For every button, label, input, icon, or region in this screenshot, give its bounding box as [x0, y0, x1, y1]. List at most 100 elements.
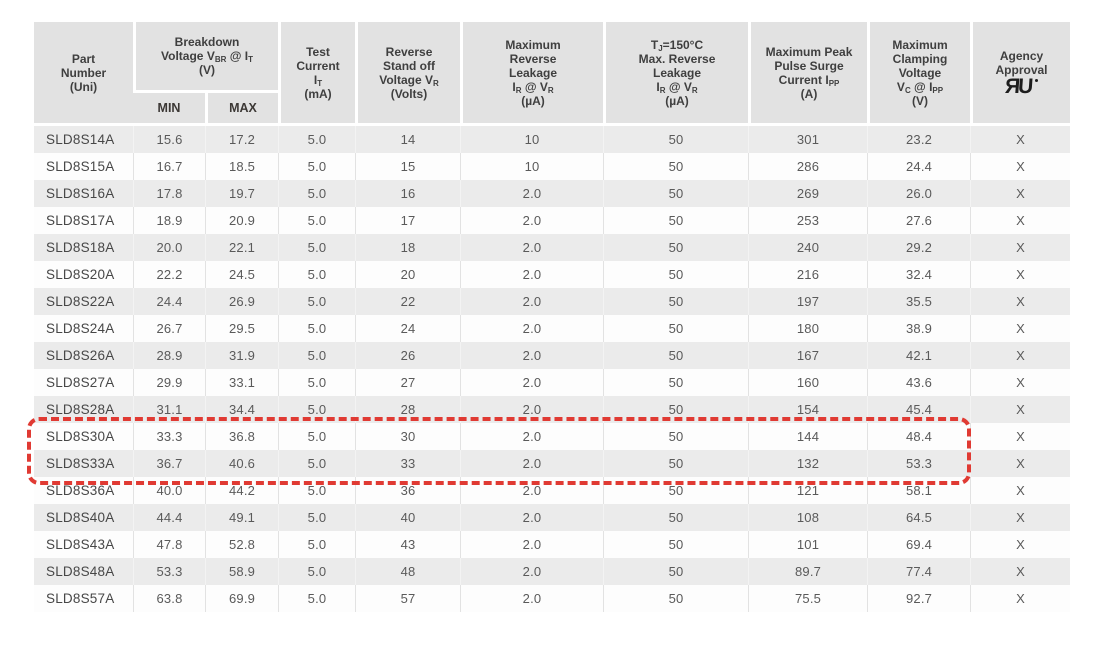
cell-surge: 269 [748, 180, 868, 207]
cell-clamp: 43.6 [867, 369, 971, 396]
cell-test: 5.0 [278, 315, 356, 342]
cell-standoff: 28 [355, 396, 461, 423]
cell-standoff: 14 [355, 126, 461, 153]
col-header-test-current: Test Current IT (mA) [278, 22, 356, 126]
col-header-max: MAX [205, 93, 279, 126]
cell-surge: 101 [748, 531, 868, 558]
cell-standoff: 17 [355, 207, 461, 234]
cell-clamp: 53.3 [867, 450, 971, 477]
cell-min: 53.3 [133, 558, 205, 585]
cell-leak150: 50 [603, 531, 749, 558]
ul-registered-mark-icon [1034, 79, 1038, 82]
cell-test: 5.0 [278, 558, 356, 585]
col-header-agency-approval: Agency Approval ЯU [970, 22, 1071, 126]
col-header-breakdown-voltage: Breakdown Voltage VBR @ IT (V) [133, 22, 279, 93]
cell-clamp: 58.1 [867, 477, 971, 504]
cell-surge: 144 [748, 423, 868, 450]
table-row: SLD8S30A 33.3 36.8 5.0 30 2.0 50 144 48.4 X [34, 423, 1071, 450]
cell-max: 26.9 [205, 288, 279, 315]
cell-surge: 160 [748, 369, 868, 396]
cell-leak150: 50 [603, 477, 749, 504]
cell-part: SLD8S14A [34, 126, 133, 153]
cell-part: SLD8S24A [34, 315, 133, 342]
cell-standoff: 40 [355, 504, 461, 531]
cell-max: 31.9 [205, 342, 279, 369]
col-header-max-reverse-leakage: Maximum Reverse Leakage IR @ VR (µA) [460, 22, 604, 126]
cell-min: 63.8 [133, 585, 205, 612]
col-header-peak-pulse-surge-current: Maximum Peak Pulse Surge Current IPP (A) [748, 22, 868, 126]
cell-standoff: 36 [355, 477, 461, 504]
cell-min: 20.0 [133, 234, 205, 261]
cell-surge: 180 [748, 315, 868, 342]
cell-agency: X [970, 126, 1071, 153]
cell-clamp: 92.7 [867, 585, 971, 612]
cell-leak150: 50 [603, 396, 749, 423]
cell-min: 31.1 [133, 396, 205, 423]
cell-leak150: 50 [603, 504, 749, 531]
cell-clamp: 69.4 [867, 531, 971, 558]
cell-standoff: 20 [355, 261, 461, 288]
table-row: SLD8S48A 53.3 58.9 5.0 48 2.0 50 89.7 77.4 X [34, 558, 1071, 585]
cell-leak: 2.0 [460, 261, 604, 288]
cell-part: SLD8S57A [34, 585, 133, 612]
cell-agency: X [970, 585, 1071, 612]
cell-part: SLD8S43A [34, 531, 133, 558]
cell-clamp: 23.2 [867, 126, 971, 153]
cell-max: 22.1 [205, 234, 279, 261]
cell-surge: 216 [748, 261, 868, 288]
cell-surge: 197 [748, 288, 868, 315]
cell-min: 26.7 [133, 315, 205, 342]
cell-standoff: 57 [355, 585, 461, 612]
cell-agency: X [970, 369, 1071, 396]
cell-agency: X [970, 207, 1071, 234]
cell-test: 5.0 [278, 261, 356, 288]
cell-part: SLD8S40A [34, 504, 133, 531]
cell-test: 5.0 [278, 423, 356, 450]
ul-certification-icon: ЯU [1004, 75, 1033, 98]
table-row: SLD8S26A 28.9 31.9 5.0 26 2.0 50 167 42.1 X [34, 342, 1071, 369]
cell-max: 44.2 [205, 477, 279, 504]
table-row: SLD8S57A 63.8 69.9 5.0 57 2.0 50 75.5 92.7 X [34, 585, 1071, 612]
cell-clamp: 35.5 [867, 288, 971, 315]
cell-part: SLD8S36A [34, 477, 133, 504]
cell-max: 36.8 [205, 423, 279, 450]
cell-max: 19.7 [205, 180, 279, 207]
cell-agency: X [970, 477, 1071, 504]
cell-leak: 2.0 [460, 315, 604, 342]
cell-max: 49.1 [205, 504, 279, 531]
cell-agency: X [970, 342, 1071, 369]
table-row: SLD8S17A 18.9 20.9 5.0 17 2.0 50 253 27.6 X [34, 207, 1071, 234]
cell-leak150: 50 [603, 261, 749, 288]
cell-standoff: 22 [355, 288, 461, 315]
cell-min: 40.0 [133, 477, 205, 504]
cell-test: 5.0 [278, 234, 356, 261]
cell-surge: 75.5 [748, 585, 868, 612]
cell-max: 34.4 [205, 396, 279, 423]
cell-surge: 253 [748, 207, 868, 234]
cell-part: SLD8S16A [34, 180, 133, 207]
cell-max: 29.5 [205, 315, 279, 342]
cell-leak150: 50 [603, 234, 749, 261]
cell-surge: 154 [748, 396, 868, 423]
cell-surge: 89.7 [748, 558, 868, 585]
cell-min: 16.7 [133, 153, 205, 180]
cell-part: SLD8S20A [34, 261, 133, 288]
cell-surge: 121 [748, 477, 868, 504]
cell-standoff: 30 [355, 423, 461, 450]
cell-surge: 132 [748, 450, 868, 477]
table-row: SLD8S15A 16.7 18.5 5.0 15 10 50 286 24.4 X [34, 153, 1071, 180]
agency-approval-label: Agency Approval [995, 49, 1048, 77]
table-row: SLD8S40A 44.4 49.1 5.0 40 2.0 50 108 64.5 X [34, 504, 1071, 531]
cell-test: 5.0 [278, 504, 356, 531]
table-row: SLD8S22A 24.4 26.9 5.0 22 2.0 50 197 35.5 X [34, 288, 1071, 315]
cell-min: 28.9 [133, 342, 205, 369]
cell-part: SLD8S28A [34, 396, 133, 423]
cell-standoff: 15 [355, 153, 461, 180]
cell-test: 5.0 [278, 396, 356, 423]
cell-test: 5.0 [278, 342, 356, 369]
cell-leak: 2.0 [460, 423, 604, 450]
cell-standoff: 18 [355, 234, 461, 261]
cell-max: 33.1 [205, 369, 279, 396]
cell-test: 5.0 [278, 153, 356, 180]
cell-test: 5.0 [278, 126, 356, 153]
